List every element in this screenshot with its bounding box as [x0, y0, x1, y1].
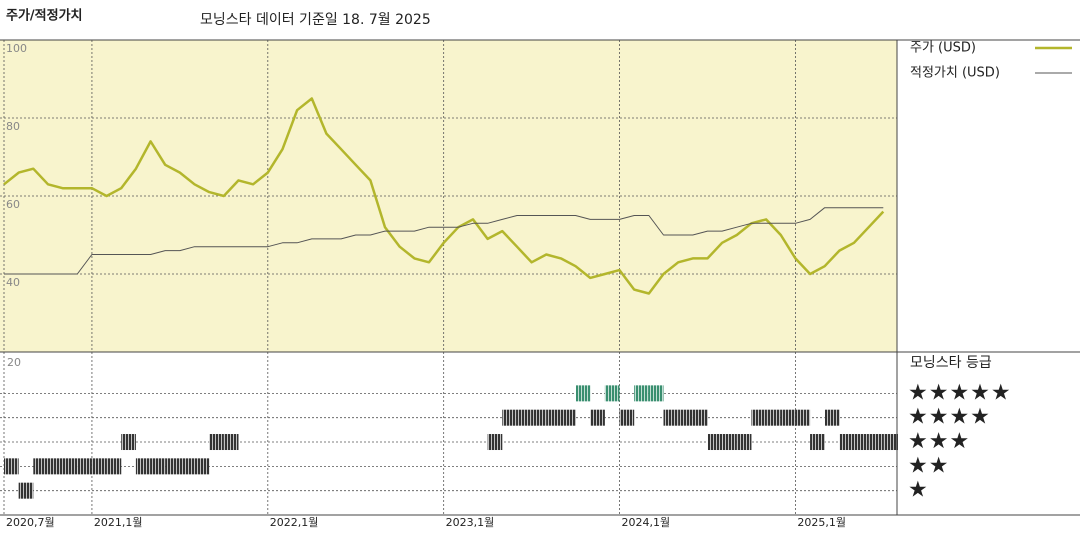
rating-bar	[502, 409, 517, 426]
x-tick-label: 2025,1월	[797, 516, 846, 529]
rating-bar	[560, 409, 576, 426]
rating-bar	[868, 434, 884, 451]
rating-bar	[590, 409, 605, 426]
rating-bar	[18, 482, 34, 499]
rating-bar	[487, 434, 503, 451]
y-tick-label: 100	[6, 42, 27, 55]
rating-bar	[91, 458, 107, 475]
rating-bar	[883, 434, 898, 451]
rating-bar	[810, 434, 825, 451]
rating-bar	[531, 409, 547, 426]
rating-bar	[209, 434, 224, 451]
rating-bar	[722, 434, 737, 451]
rating-bar	[604, 385, 620, 402]
marks	[3, 97, 898, 499]
rating-label: ★★★★	[908, 405, 991, 430]
rating-bar	[77, 458, 92, 475]
rating-bar	[121, 434, 136, 451]
rating-bar	[179, 458, 195, 475]
rating-bar	[135, 458, 151, 475]
rating-bar	[619, 409, 635, 426]
rating-bar	[839, 434, 855, 451]
rating-bar	[194, 458, 210, 475]
rating-bar	[516, 409, 532, 426]
rating-label: ★★★	[908, 429, 970, 454]
rating-bar	[780, 409, 796, 426]
legend-label: 주가 (USD)	[910, 41, 976, 56]
rating-bar	[106, 458, 122, 475]
rating-axis-label: 20	[7, 356, 21, 369]
y-tick-label: 60	[6, 198, 20, 211]
rating-bar	[766, 409, 781, 426]
rating-bar	[634, 385, 649, 402]
rating-bar	[648, 385, 664, 402]
rating-bar	[47, 458, 63, 475]
y-tick-label: 80	[6, 120, 20, 133]
series-line	[4, 207, 884, 275]
x-tick-label: 2022,1월	[270, 516, 319, 529]
rating-bar	[795, 409, 811, 426]
rating-bar	[223, 434, 239, 451]
rating-label: ★★★★★	[908, 380, 1012, 405]
series-line	[3, 97, 885, 295]
x-tick-label: 2021,1월	[94, 516, 143, 529]
x-tick-label: 2023,1월	[446, 516, 495, 529]
rating-bar	[854, 434, 869, 451]
x-tick-label: 2024,1월	[622, 516, 671, 529]
rating-bar	[707, 434, 723, 451]
rating-bar	[751, 409, 767, 426]
y-tick-label: 40	[6, 276, 20, 289]
rating-bar	[736, 434, 752, 451]
rating-bar	[575, 385, 591, 402]
rating-bar	[150, 458, 166, 475]
rating-bar	[824, 409, 840, 426]
rating-title: 모닝스타 등급	[910, 355, 992, 371]
legend-label: 적정가치 (USD)	[910, 66, 1000, 81]
x-tick-label: 2020,7월	[6, 516, 55, 529]
chart-subtitle: 모닝스타 데이터 기준일 18. 7월 2025	[200, 12, 431, 28]
rating-label: ★★	[908, 453, 949, 478]
rating-bar	[165, 458, 180, 475]
rating-bar	[663, 409, 679, 426]
rating-bar	[62, 458, 78, 475]
rating-bar	[678, 409, 693, 426]
chart-title: 주가/적정가치	[6, 8, 83, 24]
rating-bar	[33, 458, 48, 475]
rating-bar	[546, 409, 561, 426]
rating-bar	[4, 458, 19, 475]
rating-label: ★	[908, 478, 929, 503]
rating-bar	[692, 409, 708, 426]
